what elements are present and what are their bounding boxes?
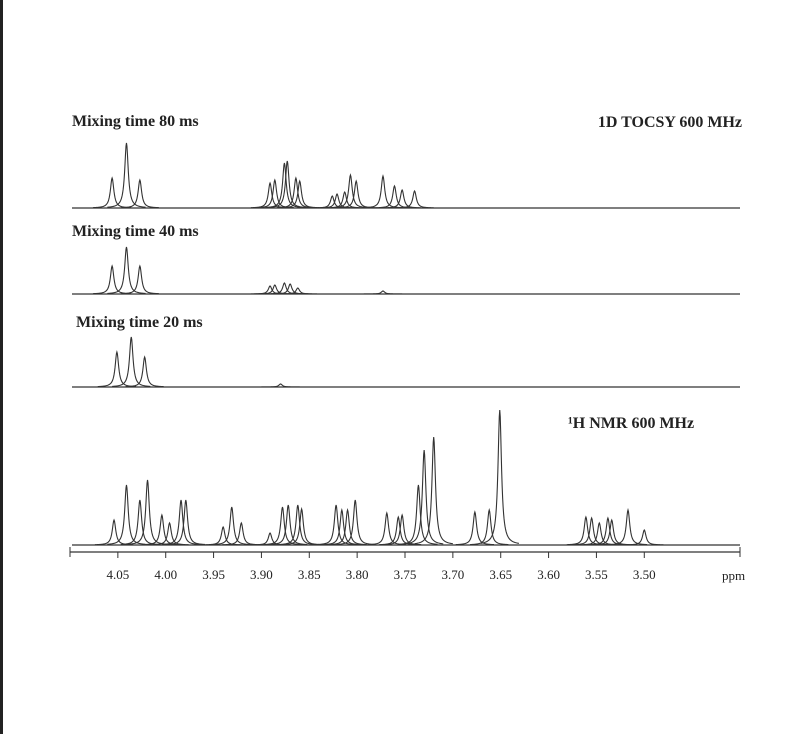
peak [166,499,205,546]
peak [328,507,367,546]
peak [203,525,243,546]
peak [395,189,434,209]
peak [270,283,310,295]
x-tick-label: 3.75 [394,567,417,582]
peak [92,176,132,209]
x-tick-label: 3.70 [441,567,464,582]
series-label: Mixing time 80 ms [72,113,199,130]
peak [107,484,146,545]
x-tick-label: 3.55 [585,567,608,582]
left-border [0,0,3,734]
peak [566,515,606,546]
peak [107,142,146,208]
x-tick-label: 3.65 [489,567,512,582]
peak [375,184,414,209]
peak [592,518,631,546]
series-label: ¹H NMR 600 MHz [568,415,694,432]
peak [470,507,509,546]
peak [125,355,164,388]
peak [572,516,611,546]
peak [625,528,664,546]
series-label: Mixing time 20 ms [76,314,203,331]
peak [382,188,422,209]
x-tick-label: 4.00 [154,567,177,582]
peak [94,518,134,546]
peak [97,349,137,388]
peak [336,499,375,546]
x-tick-label: 3.60 [537,567,560,582]
peak [142,513,182,546]
peak [150,521,189,546]
peak [261,383,300,388]
peak [112,336,151,387]
peak [128,479,167,545]
peak [120,264,160,295]
peak [282,506,321,546]
x-tick-label: 3.50 [633,567,656,582]
peak [316,504,356,546]
x-tick-label: 3.90 [250,567,273,582]
peak [414,436,453,545]
peak [269,504,308,546]
peak [455,510,495,546]
peak [280,179,319,209]
peak [317,193,357,209]
peak [212,506,251,546]
x-axis-label: ppm [722,568,745,583]
annotation: 1D TOCSY 600 MHz [598,114,742,131]
peak [107,246,146,294]
peak [120,178,160,209]
peak [363,174,403,209]
peak [404,449,444,545]
peak [331,173,370,209]
x-tick-label: 4.05 [106,567,129,582]
peak [480,409,520,544]
peak [92,264,132,295]
peak [608,507,648,546]
series-label: Mixing time 40 ms [72,223,199,240]
x-tick-label: 3.80 [346,567,369,582]
peak [363,290,403,295]
peak [268,160,307,208]
x-tick-label: 3.85 [298,567,321,582]
x-tick-label: 3.95 [202,567,225,582]
peak [278,287,317,295]
